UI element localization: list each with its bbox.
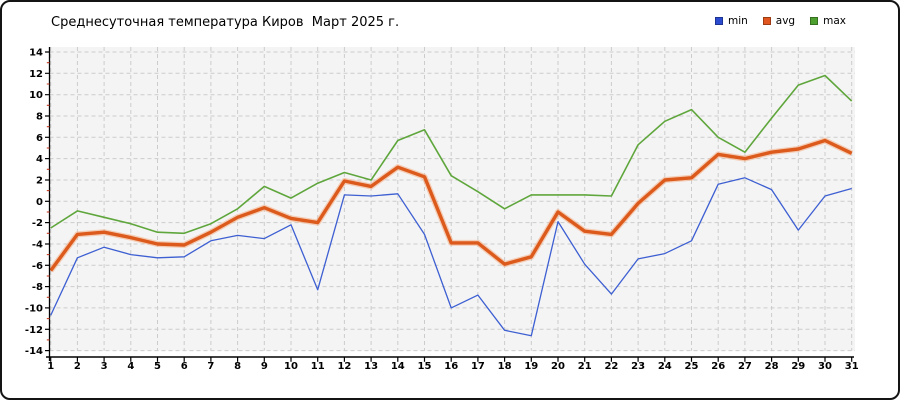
x-tick-label: 17: [471, 361, 485, 372]
x-tick-label: 12: [337, 361, 351, 372]
y-tick-label: -8: [32, 282, 43, 293]
x-tick-label: 5: [154, 361, 161, 372]
y-tick-label: -14: [25, 346, 43, 357]
x-tick-label: 19: [524, 361, 538, 372]
legend-label: avg: [775, 15, 796, 27]
x-tick-label: 26: [711, 361, 725, 372]
legend-item-avg: avg: [762, 15, 796, 27]
x-tick-label: 27: [738, 361, 752, 372]
y-tick-label: -4: [32, 240, 43, 251]
series-max-line: [50, 74, 853, 235]
legend-item-max: max: [810, 15, 846, 27]
x-tick-label: 3: [101, 361, 108, 372]
x-tick-label: 15: [418, 361, 432, 372]
x-tick-label: 10: [284, 361, 298, 372]
x-tick-label: 28: [765, 361, 779, 372]
series-avg-line: [49, 138, 853, 272]
series-min-line: [50, 177, 852, 337]
x-tick-label: 23: [631, 361, 645, 372]
x-tick-label: 7: [207, 361, 214, 372]
legend-label: min: [727, 15, 748, 27]
x-tick-label: 6: [181, 361, 188, 372]
legend-label: max: [823, 15, 846, 27]
x-tick-label: 16: [444, 361, 458, 372]
x-tick-label: 21: [578, 361, 592, 372]
y-tick-label: -6: [32, 261, 43, 272]
x-tick-label: 8: [234, 361, 241, 372]
x-tick-label: 25: [685, 361, 699, 372]
x-tick-label: 9: [261, 361, 268, 372]
chart-title: Среднесуточная температура Киров Март 20…: [51, 15, 400, 30]
x-tick-label: 14: [391, 361, 405, 372]
legend-swatch-max: [810, 17, 819, 25]
x-tick-label: 2: [74, 361, 81, 372]
legend-swatch-min: [714, 17, 723, 25]
x-tick-label: 4: [127, 361, 134, 372]
x-tick-label: 18: [498, 361, 512, 372]
legend-swatch-avg: [762, 17, 771, 25]
x-tick-label: 29: [791, 361, 805, 372]
x-tick-label: 20: [551, 361, 565, 372]
x-tick-label: 1: [47, 361, 54, 372]
y-tick-label: 2: [36, 176, 43, 187]
x-tick-label: 22: [604, 361, 618, 372]
y-tick-label: 6: [36, 133, 43, 144]
y-tick-label: -10: [25, 303, 43, 314]
y-tick-label: 12: [29, 69, 43, 80]
x-tick-label: 11: [311, 361, 325, 372]
x-tick-label: 24: [658, 361, 672, 372]
plot-area: [49, 47, 855, 351]
y-tick-label: 4: [36, 154, 43, 165]
y-tick-label: 14: [29, 48, 43, 59]
y-tick-label: -12: [25, 325, 43, 336]
legend-item-min: min: [714, 15, 748, 27]
x-tick-label: 30: [818, 361, 832, 372]
x-tick-label: 31: [845, 361, 859, 372]
legend: min avg max: [714, 15, 846, 27]
x-tick-label: 13: [364, 361, 378, 372]
y-tick-label: 0: [36, 197, 43, 208]
y-tick-label: 10: [29, 90, 43, 101]
y-tick-label: 8: [36, 112, 43, 123]
y-tick-label: -2: [32, 218, 43, 229]
